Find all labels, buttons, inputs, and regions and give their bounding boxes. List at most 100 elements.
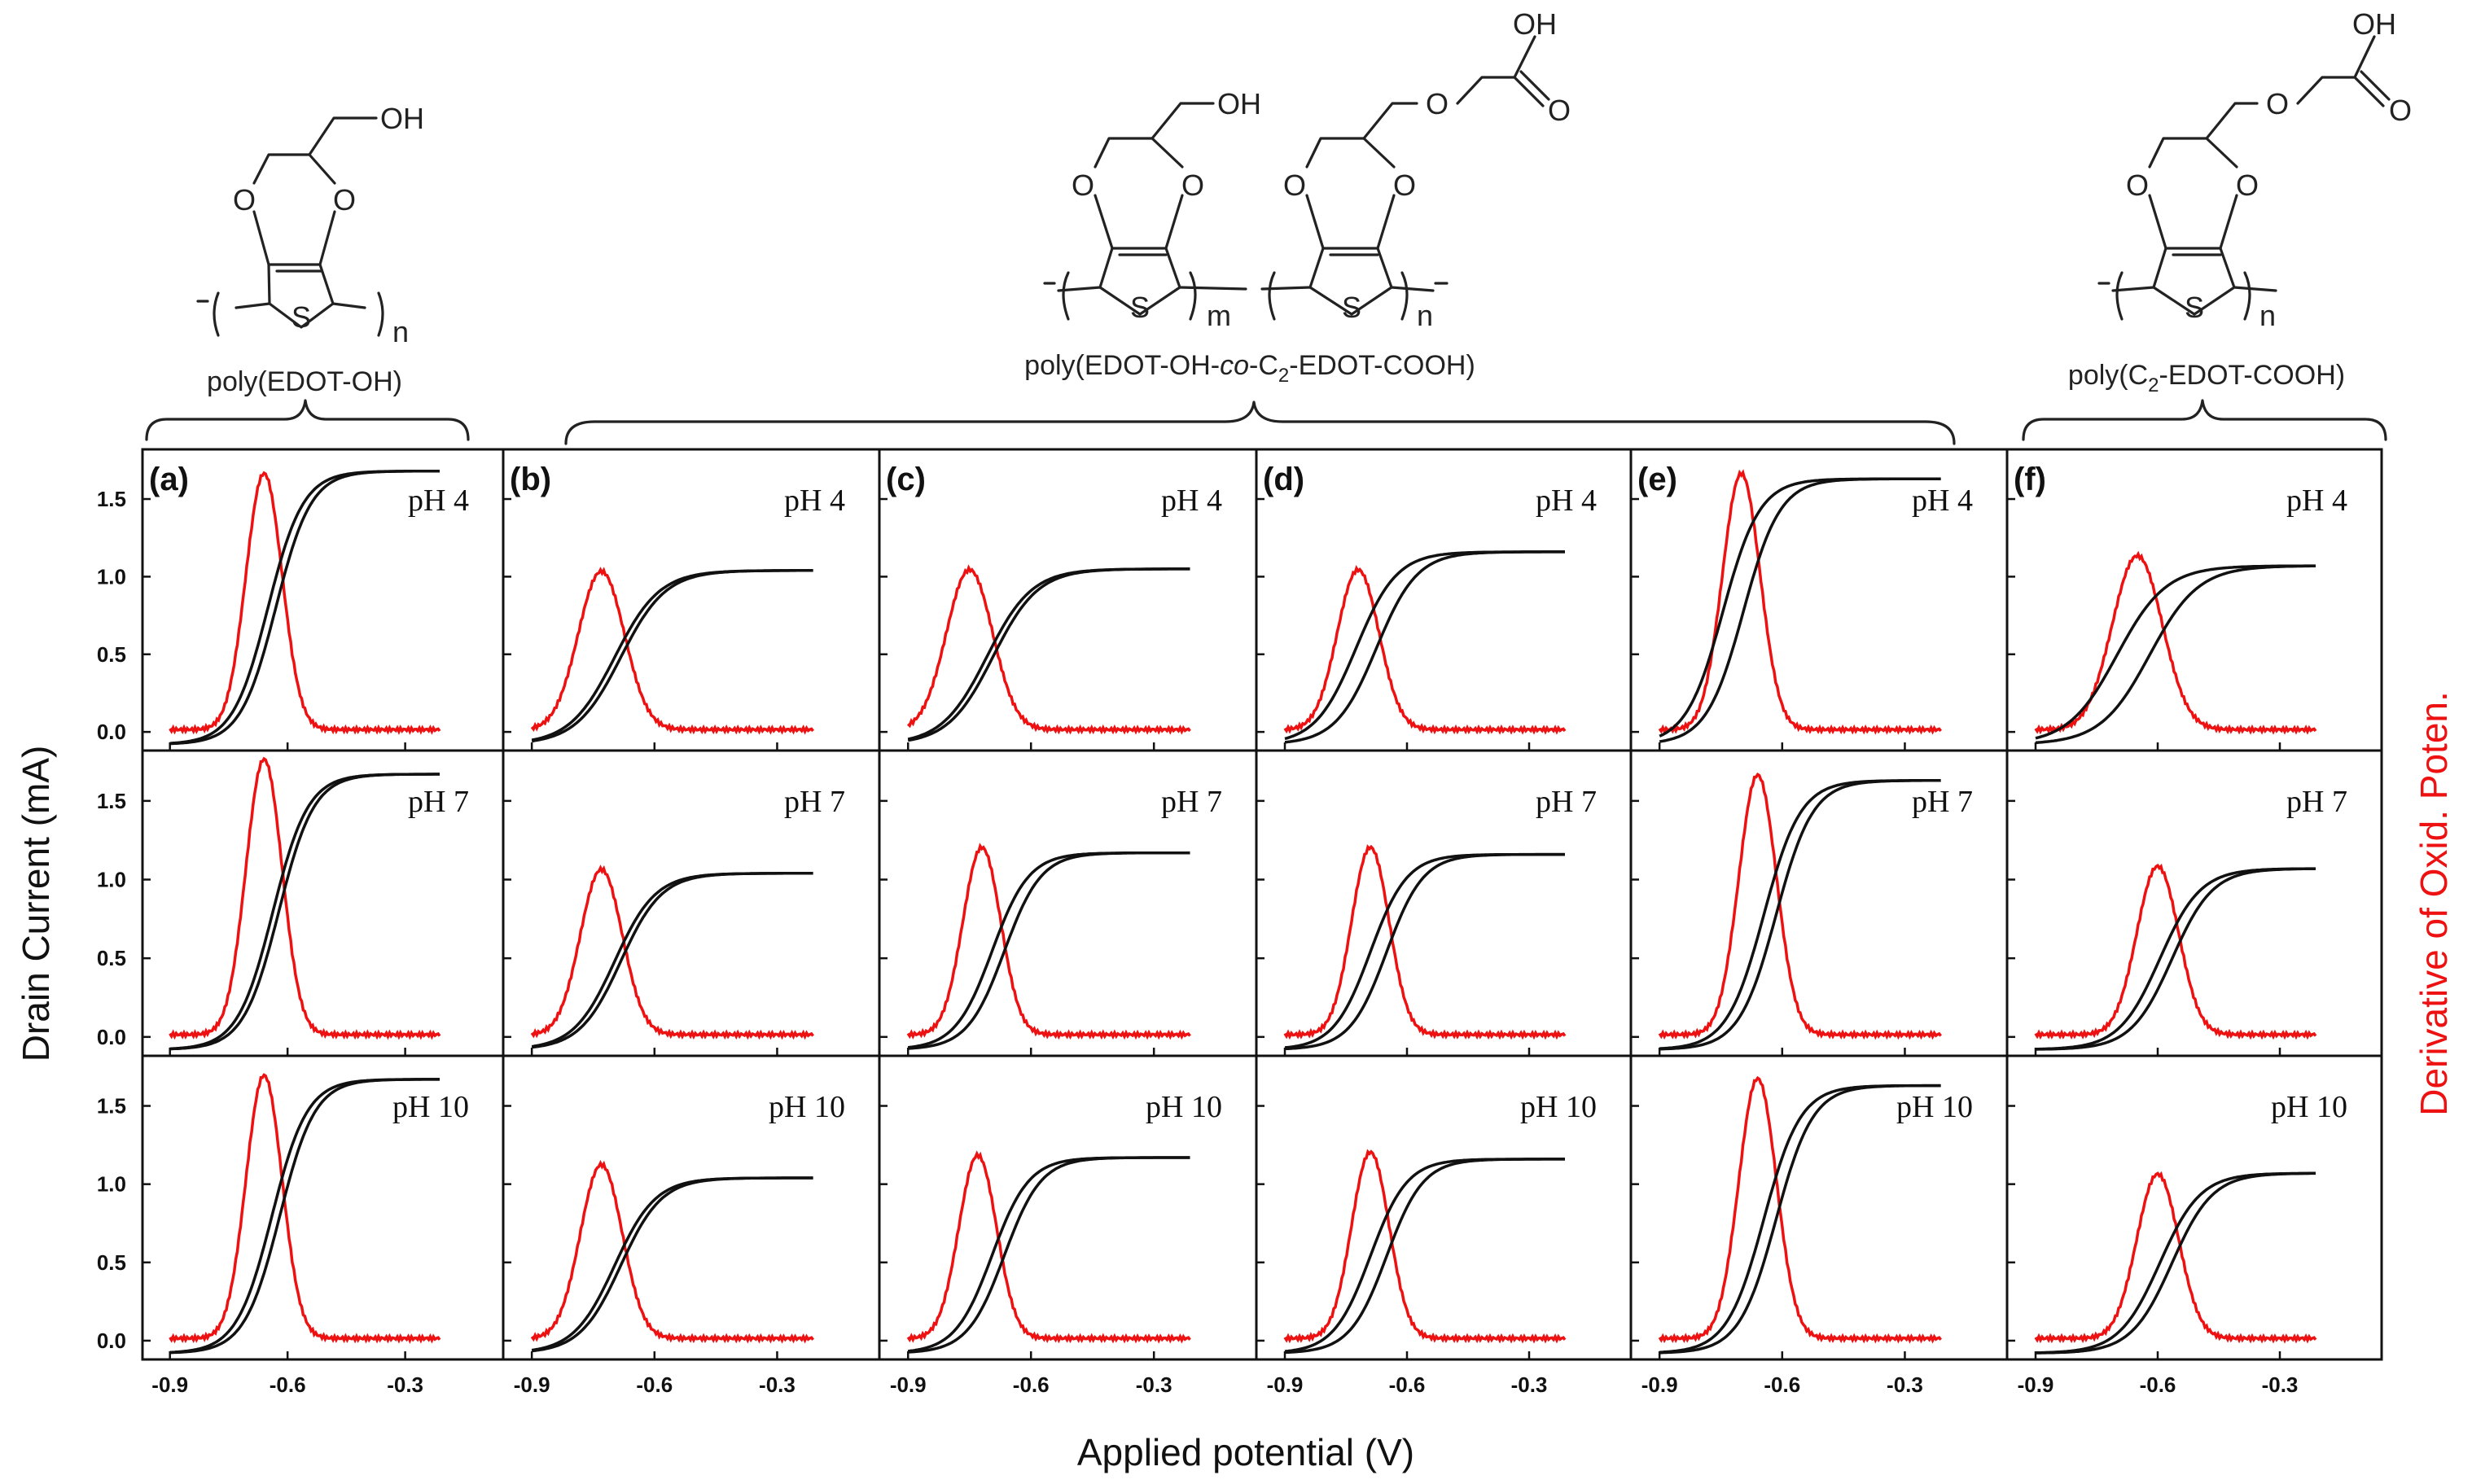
derivative-curve <box>1658 772 1942 1040</box>
panel-d-row1: pH 7 <box>1255 749 1633 1057</box>
y-tick-label: 0.5 <box>97 946 126 970</box>
repeat-subscript-n-right: n <box>2259 299 2276 332</box>
ether-oxygen-c: O <box>2266 87 2289 120</box>
derivative-curve <box>1658 1075 1942 1344</box>
thiophene-sulfur-b: S <box>1342 291 1361 324</box>
y-tick-label: 1.5 <box>97 1094 126 1118</box>
x-tick-label: -0.9 <box>1641 1372 1678 1397</box>
x-tick-label: -0.3 <box>1887 1372 1923 1397</box>
current-sweep-forward <box>908 1156 1190 1353</box>
ph-label: pH 7 <box>2286 785 2347 819</box>
ring-oxygen-1: O <box>233 183 256 217</box>
ph-label: pH 10 <box>1896 1090 1973 1124</box>
panel-e-row1: pH 7 <box>1629 749 2009 1057</box>
current-sweep-reverse <box>531 569 813 743</box>
current-sweep-reverse <box>908 1156 1190 1354</box>
ring-oxygen-b2: O <box>1393 169 1416 202</box>
derivative-curve <box>1283 1149 1567 1344</box>
structure-c2-edot-cooh: O O S O OH O n poly(C2-EDOT-COOH) <box>2022 7 2412 441</box>
derivative-curve <box>169 471 441 735</box>
y-axis-title: Drain Current (mA) <box>15 746 57 1062</box>
structure-edot-oh: O O S OH n poly(EDOT-OH) <box>145 102 470 441</box>
current-sweep-reverse <box>1659 477 1941 743</box>
ph-label: pH 7 <box>408 785 469 819</box>
derivative-curve <box>906 564 1191 735</box>
ring-oxygen-a2: O <box>1181 169 1204 202</box>
derivative-curve <box>2034 863 2317 1040</box>
x-tick-label: -0.6 <box>636 1372 673 1397</box>
repeat-subscript-n: n <box>392 315 409 348</box>
x-axis-title: Applied potential (V) <box>1077 1431 1414 1473</box>
y-tick-label: 0.5 <box>97 642 126 667</box>
derivative-curve <box>530 1159 814 1344</box>
current-sweep-reverse <box>2035 564 2316 745</box>
panel-tag: (b) <box>510 462 551 497</box>
derivative-curve <box>1658 469 1942 735</box>
panel-f-row1: pH 7 <box>2005 749 2383 1057</box>
y-tick-label: 1.5 <box>97 789 126 813</box>
panel-tag: (d) <box>1263 462 1304 497</box>
derivative-curve <box>169 756 441 1040</box>
current-sweep-reverse <box>169 773 440 1051</box>
panel-grid: pH 4 (a) 0.0 0.5 1.0 1.5 pH 4 (b) pH 4 (c) pH 4 (d)… <box>97 448 2383 1397</box>
x-tick-label: -0.3 <box>387 1372 423 1397</box>
x-tick-label: -0.9 <box>2018 1372 2054 1397</box>
panel-f-row0: pH 4 (f) <box>2005 448 2383 752</box>
y-tick-label: 1.0 <box>97 1172 126 1197</box>
current-sweep-reverse <box>1659 779 1941 1051</box>
ph-label: pH 4 <box>1912 484 1973 518</box>
ph-label: pH 10 <box>1520 1090 1597 1124</box>
ph-label: pH 10 <box>1146 1090 1222 1124</box>
x-tick-label: -0.9 <box>514 1372 550 1397</box>
thiophene-sulfur-a: S <box>1130 291 1150 324</box>
panel-tag: (a) <box>149 462 189 497</box>
current-sweep-reverse <box>532 872 813 1049</box>
current-sweep-reverse <box>1284 550 1565 744</box>
current-sweep-reverse <box>169 1078 440 1355</box>
panel-tag: (f) <box>2014 462 2046 497</box>
current-sweep-forward <box>169 773 440 1051</box>
panel-f-row2: pH 10 -0.9 -0.6 -0.3 <box>2005 1054 2383 1397</box>
brace-left <box>145 399 470 441</box>
current-sweep-reverse <box>908 851 1190 1050</box>
x-tick-label: -0.9 <box>1267 1372 1304 1397</box>
current-sweep-forward <box>1284 852 1565 1049</box>
current-sweep-forward <box>169 469 440 745</box>
current-sweep-forward <box>907 851 1190 1049</box>
panel-e-row2: pH 10 -0.9 -0.6 -0.3 <box>1629 1054 2009 1397</box>
y-tick-label: 0.0 <box>97 720 126 744</box>
polymer-label-copolymer: poly(EDOT-OH-co-C2-EDOT-COOH) <box>1024 350 1475 387</box>
y-tick-label: 1.5 <box>97 487 126 511</box>
panel-b-row2: pH 10 -0.9 -0.6 -0.3 <box>502 1054 881 1397</box>
current-sweep-forward <box>2035 564 2316 740</box>
repeat-subscript-m: m <box>1207 299 1231 332</box>
derivative-curve <box>2034 550 2317 735</box>
x-tick-label: -0.6 <box>1013 1372 1050 1397</box>
x-tick-label: -0.6 <box>2140 1372 2176 1397</box>
derivative-curve <box>169 1073 441 1344</box>
panel-c-row0: pH 4 (c) <box>878 448 1258 752</box>
x-tick-label: -0.6 <box>270 1372 306 1397</box>
y-tick-label: 0.0 <box>97 1025 126 1049</box>
x-tick-label: -0.3 <box>759 1372 796 1397</box>
x-tick-label: -0.3 <box>1511 1372 1548 1397</box>
panel-a-row1: pH 7 0.0 0.5 1.0 1.5 <box>97 749 505 1057</box>
x-tick-label: -0.6 <box>1764 1372 1800 1397</box>
thiophene-sulfur-c: S <box>2185 291 2204 324</box>
ph-label: pH 4 <box>2286 484 2347 518</box>
thiophene-sulfur: S <box>291 300 311 334</box>
ph-label: pH 7 <box>1161 785 1222 819</box>
x-tick-label: -0.9 <box>890 1372 927 1397</box>
current-sweep-forward <box>1659 778 1941 1050</box>
structure-copolymer: O O S OH m O O S O OH O n poly(EDOT-OH-c… <box>564 7 1956 445</box>
current-sweep-reverse <box>907 567 1190 742</box>
current-sweep-reverse <box>1659 1083 1941 1355</box>
panel-c-row1: pH 7 <box>878 749 1258 1057</box>
panel-b-row0: pH 4 (b) <box>502 448 881 752</box>
carbonyl-oxygen: O <box>1548 94 1571 127</box>
x-tick-label: -0.3 <box>2262 1372 2299 1397</box>
x-tick-label: -0.3 <box>1136 1372 1172 1397</box>
ring-oxygen-b1: O <box>1283 169 1306 202</box>
current-sweep-reverse <box>531 1176 813 1353</box>
